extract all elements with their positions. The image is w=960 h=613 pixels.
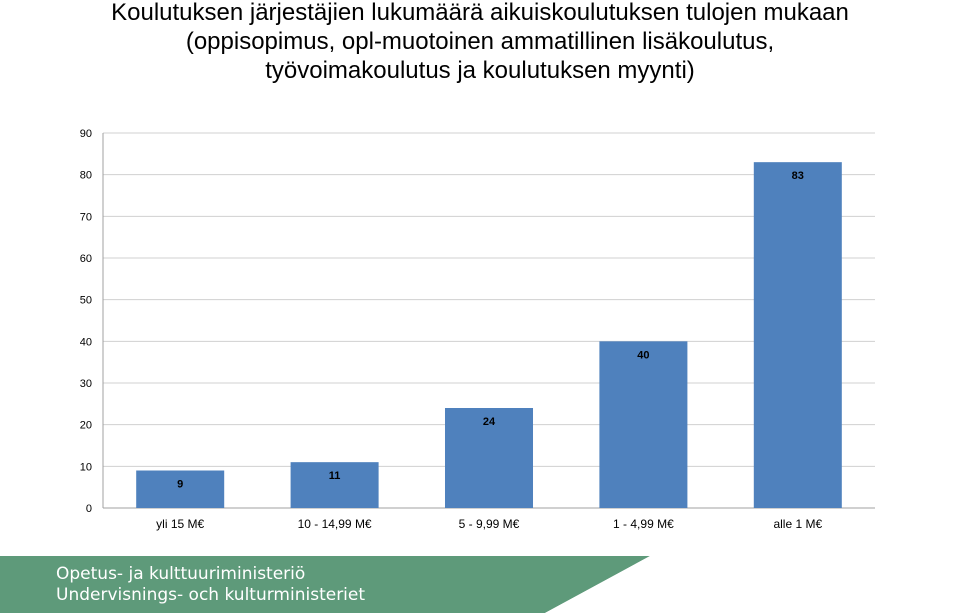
title-line-1: Koulutuksen järjestäjien lukumäärä aikui… [111,0,849,26]
title-line-3: työvoimakoulutus ja koulutuksen myynti) [265,57,695,84]
data-label: 11 [329,470,341,482]
ministry-name: Opetus- ja kulttuuriministeriö Undervisn… [56,564,365,606]
y-tick-label: 80 [80,170,92,182]
y-tick-label: 50 [80,295,92,307]
footer-banner: Opetus- ja kulttuuriministeriö Undervisn… [0,556,960,613]
title-line-2: (oppisopimus, opl-muotoinen ammatillinen… [185,28,775,55]
data-label: 40 [637,349,649,361]
chart-title: Koulutuksen järjestäjien lukumäärä aikui… [0,0,960,85]
ministry-name-sv: Undervisnings- och kulturministeriet [56,585,366,605]
y-tick-label: 20 [80,420,92,432]
data-label: 24 [483,416,496,428]
y-tick-label: 70 [80,211,92,223]
x-tick-label: yli 15 M€ [156,517,204,531]
ministry-name-fi: Opetus- ja kulttuuriministeriö [56,564,306,584]
bar [444,408,534,508]
y-tick-label: 0 [86,503,92,515]
y-tick-label: 60 [80,253,92,265]
y-tick-label: 90 [80,128,92,140]
y-tick-label: 30 [80,378,92,390]
footer-band-shape [0,556,650,613]
footer-band-accent [545,556,960,613]
data-label: 83 [792,170,804,182]
footer-band [0,556,960,613]
bar [290,462,379,508]
x-tick-label: alle 1 M€ [773,517,822,531]
y-tick-label: 40 [80,336,92,348]
bar [136,470,225,508]
x-tick-label: 10 - 14,99 M€ [298,517,372,531]
data-label: 9 [177,479,183,491]
bar [599,341,688,508]
bar [753,162,842,508]
y-tick-label: 10 [80,461,92,473]
x-tick-label: 5 - 9,99 M€ [459,517,520,531]
x-tick-label: 1 - 4,99 M€ [613,517,674,531]
bar-chart: 0 10 20 30 40 50 60 70 80 90 9 yli 15 M€ 11 10 - 14,9… [80,128,875,531]
